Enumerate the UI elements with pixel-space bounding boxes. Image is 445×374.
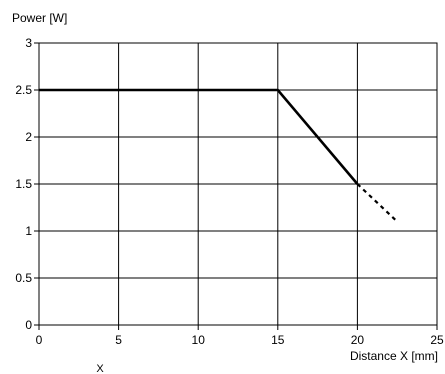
y-tick-label: 2.5 xyxy=(15,83,32,97)
y-tick-label: 3 xyxy=(25,36,32,50)
x-tick-label: 5 xyxy=(115,333,122,347)
x-tick-label: 10 xyxy=(192,333,206,347)
y-tick-label: 0.5 xyxy=(15,271,32,285)
y-tick-label: 1.5 xyxy=(15,177,32,191)
series-layer xyxy=(39,88,398,223)
x-tick-label: 25 xyxy=(430,333,444,347)
x-tick-label: 15 xyxy=(271,333,285,347)
bottom-fragment-text: X xyxy=(96,363,104,374)
y-tick-label: 1 xyxy=(25,224,32,238)
grid-lines xyxy=(39,43,437,325)
y-tick-label: 2 xyxy=(25,130,32,144)
x-tick-label: 20 xyxy=(351,333,365,347)
tick-labels: 0 0.5 1 1.5 2 2.5 3 0 5 10 15 20 25 xyxy=(15,36,444,347)
axes xyxy=(34,42,438,330)
power-line xyxy=(39,88,359,185)
extrapolated-power-line xyxy=(356,183,398,223)
y-tick-label: 0 xyxy=(25,318,32,332)
y-axis-label: Power [W] xyxy=(12,11,67,25)
x-tick-label: 0 xyxy=(36,333,43,347)
x-axis-label: Distance X [mm] xyxy=(350,349,438,363)
